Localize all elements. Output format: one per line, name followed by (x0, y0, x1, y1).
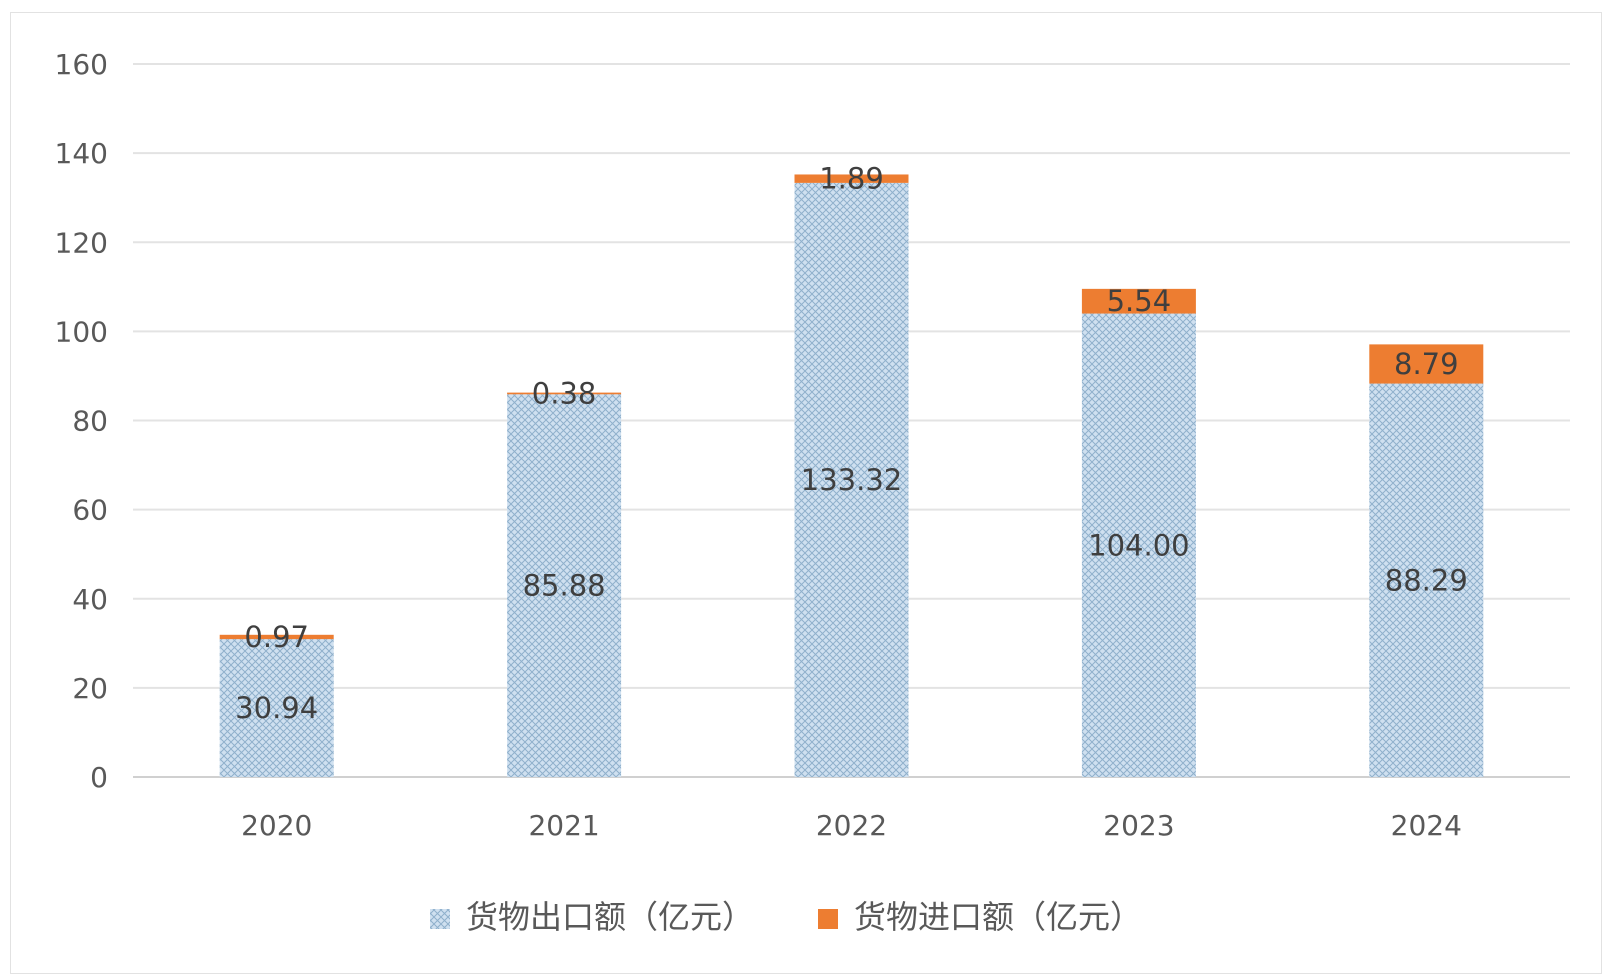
data-label-import-2023: 5.54 (1107, 284, 1172, 318)
data-label-export-2024: 88.29 (1385, 563, 1468, 597)
y-tick-label: 40 (72, 583, 108, 616)
y-tick-label: 20 (72, 672, 108, 705)
legend-label-export: 货物出口额（亿元） (466, 898, 754, 936)
data-label-import-2022: 1.89 (819, 162, 884, 196)
x-tick-label: 2023 (1103, 809, 1174, 842)
x-tick-label: 2024 (1391, 809, 1462, 842)
data-label-import-2020: 0.97 (244, 620, 309, 654)
bar-import-2023 (1081, 288, 1196, 314)
bar-export-2022 (794, 182, 909, 777)
bar-import-2020 (219, 634, 334, 640)
x-tick-label: 2020 (241, 809, 312, 842)
data-label-export-2022: 133.32 (801, 463, 902, 497)
y-tick-label: 100 (55, 315, 108, 348)
bar-export-2024 (1369, 383, 1484, 777)
bars: 30.94 0.97 85.88 0.38 133.32 1.89 104.00 5.54 88… (219, 162, 1484, 777)
data-label-export-2021: 85.88 (523, 569, 606, 603)
legend-label-import: 货物进口额（亿元） (854, 898, 1142, 936)
x-tick-label: 2022 (816, 809, 887, 842)
bar-import-2024 (1369, 344, 1484, 384)
data-label-export-2023: 104.00 (1088, 528, 1189, 562)
y-axis: 0 20 40 60 80 100 120 140 160 (55, 48, 108, 794)
y-tick-label: 60 (72, 494, 108, 527)
x-axis: 2020 2021 2022 2023 2024 (241, 809, 1462, 842)
legend-swatch-import (818, 909, 838, 929)
bar-export-2020 (219, 639, 334, 777)
legend-swatch-export (430, 909, 450, 929)
data-label-import-2024: 8.79 (1394, 347, 1459, 381)
y-tick-label: 0 (90, 761, 108, 794)
bar-export-2021 (507, 394, 622, 777)
y-tick-label: 120 (55, 226, 108, 259)
y-tick-label: 80 (72, 405, 108, 438)
y-tick-label: 140 (55, 137, 108, 170)
y-tick-label: 160 (55, 48, 108, 81)
x-tick-label: 2021 (528, 809, 599, 842)
bar-export-2023 (1081, 313, 1196, 777)
data-label-export-2020: 30.94 (235, 691, 318, 725)
bar-import-2021 (507, 392, 622, 395)
data-label-import-2021: 0.38 (532, 376, 597, 410)
bar-import-2022 (794, 174, 909, 183)
legend: 货物出口额（亿元） 货物进口额（亿元） (430, 898, 1142, 936)
